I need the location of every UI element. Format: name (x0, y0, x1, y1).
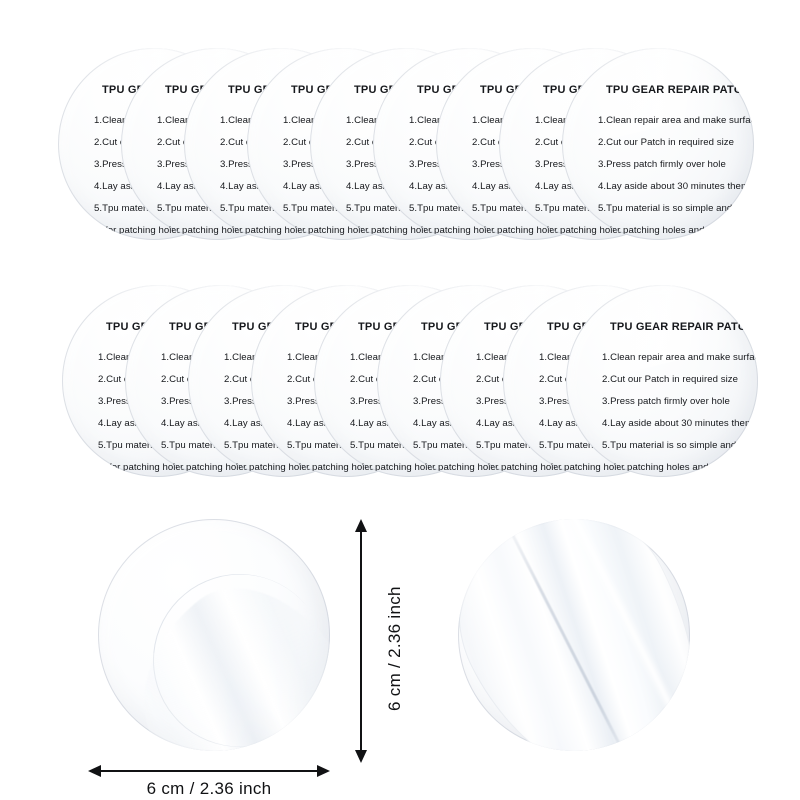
patch-step: 4.Lay aside about 30 minutes then works (598, 181, 754, 192)
patch-step: for patching holes and tears (168, 225, 288, 236)
patch-disc: TPU GEAR REPAIR PATCH 1.Clean repair area… (562, 48, 754, 240)
patch-step: for patching holes and tears (109, 462, 229, 473)
patch-step: for patching holes and tears (298, 462, 418, 473)
dimension-label-horizontal: 6 cm / 2.36 inch (146, 779, 272, 798)
patch-step: 5.Tpu material is so simple and great (598, 203, 754, 214)
peel-film-sheet (458, 519, 690, 751)
dimension-line-vertical (360, 525, 362, 757)
patch-step: for patching holes and tears (550, 462, 670, 473)
patch-step: 1.Clean repair area and make surface dry (598, 115, 754, 126)
patch-row-top: TPU GEAR REPAIR PATCH 1.Clean repair area… (58, 48, 754, 248)
dimension-label-vertical: 6 cm / 2.36 inch (385, 586, 404, 711)
patch-title: TPU GEAR REPAIR PATCH (606, 84, 751, 96)
patch-step: for patching holes and tears (420, 225, 540, 236)
dimension-arrow-right-icon (317, 765, 330, 777)
patch-instructions: TPU GEAR REPAIR PATCH 1.Clean repair area… (602, 321, 758, 477)
dimension-arrow-down-icon (355, 750, 367, 763)
patch-step: for patching holes and tears (487, 462, 607, 473)
patch-step: for patching holes and tears (613, 462, 733, 473)
sample-disc-right (458, 519, 690, 751)
patch-step: for patching holes and tears (483, 225, 603, 236)
patch-step: for patching holes and tears (361, 462, 481, 473)
sample-disc-left (98, 519, 330, 751)
patch-step: for patching holes and tears (609, 225, 729, 236)
patch-title: TPU GEAR REPAIR PATCH (610, 321, 755, 333)
patch-instructions: TPU GEAR REPAIR PATCH 1.Clean repair area… (598, 84, 754, 240)
patch-step: for patching holes and tears (231, 225, 351, 236)
patch-row-bottom: TPU GEAR REPAIR PATCH 1.Clean repair area… (62, 285, 758, 485)
patch-step: 1.Clean repair area and make surface dry (602, 352, 758, 363)
patch-step: 2.Cut our Patch in required size (598, 137, 734, 148)
patch-step: for patching holes and tears (546, 225, 666, 236)
patch-step: 2.Cut our Patch in required size (602, 374, 738, 385)
patch-step: for patching holes and tears (294, 225, 414, 236)
patch-step: for patching holes and tears (424, 462, 544, 473)
patch-step: for patching holes and tears (357, 225, 477, 236)
dimension-line-horizontal (94, 770, 324, 772)
patch-step: for patching holes and tears (172, 462, 292, 473)
patch-disc: TPU GEAR REPAIR PATCH 1.Clean repair area… (566, 285, 758, 477)
patch-step: 5.Tpu material is so simple and great (602, 440, 758, 451)
patch-step: 4.Lay aside about 30 minutes then works (602, 418, 758, 429)
patch-step: 3.Press patch firmly over hole (602, 396, 730, 407)
patch-step: for patching holes and tears (105, 225, 225, 236)
patch-step: for patching holes and tears (235, 462, 355, 473)
patch-step: 3.Press patch firmly over hole (598, 159, 726, 170)
